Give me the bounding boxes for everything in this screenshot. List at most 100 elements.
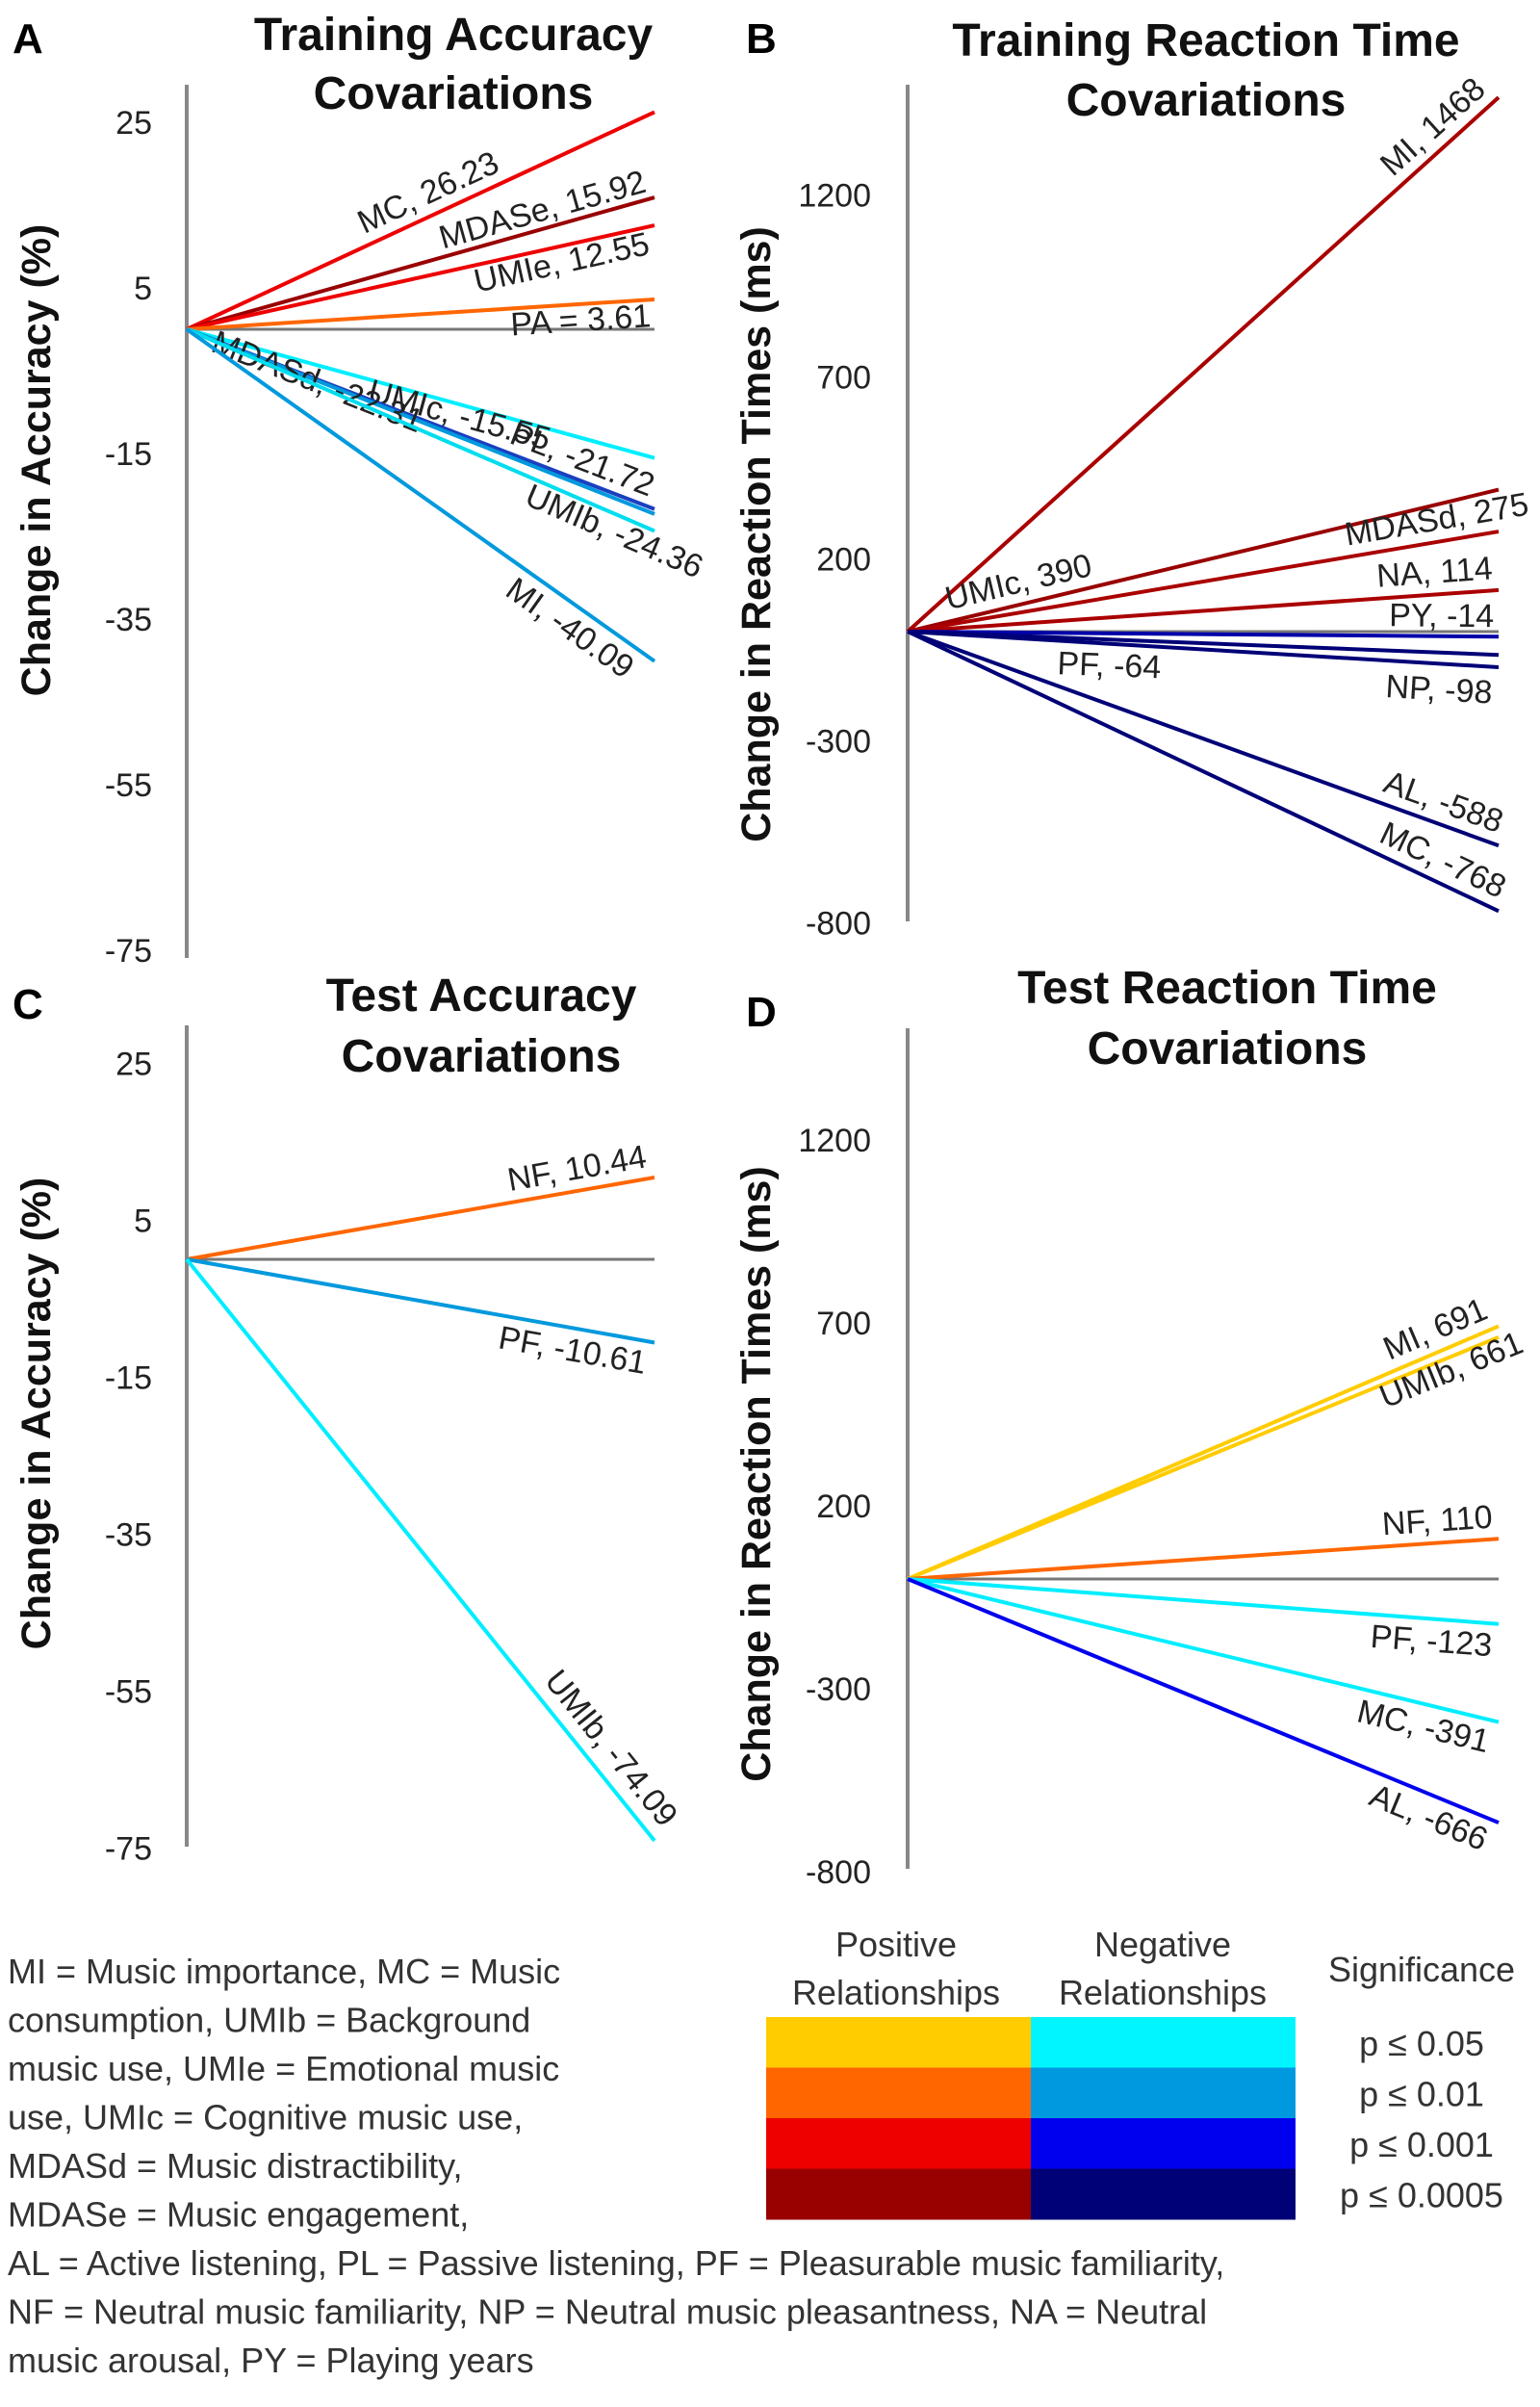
abbreviation-line: MDASd = Music distractibility, (8, 2146, 462, 2186)
panel-letter: B (746, 15, 777, 63)
series-line-mc (186, 110, 655, 331)
significance-level: p ≤ 0.05 (1359, 2024, 1484, 2063)
y-tick-label: 200 (816, 1488, 871, 1525)
y-tick-label: -300 (806, 1671, 871, 1708)
negative-header: Negative (1094, 1925, 1231, 1964)
series-line-umic (907, 487, 1500, 634)
data-label-mi: MI, 1468 (1373, 70, 1493, 183)
series-line-mdasd (907, 530, 1500, 634)
panel-d: D Test Reaction Time Covariations Change in… (733, 963, 1528, 1891)
abbreviation-line: NF = Neutral music familiarity, NP = Neu… (8, 2292, 1207, 2332)
data-label-na: NA, 114 (1375, 550, 1494, 594)
data-label-umib: UMIb, -74.09 (537, 1663, 684, 1833)
panel-title: Covariations (1088, 1023, 1368, 1074)
panel-title: Test Accuracy (326, 971, 637, 1022)
series-line-umib (186, 327, 655, 533)
positive-swatch (766, 2017, 1031, 2068)
data-label-pf: PF, -64 (1057, 645, 1162, 686)
series-line-nf (907, 1537, 1500, 1581)
y-axis-label: Change in Accuracy (%) (13, 224, 60, 697)
panel-letter: C (13, 981, 43, 1028)
series-line-mdase (186, 195, 655, 331)
y-tick-label: 25 (116, 1046, 152, 1082)
panel-b: B Training Reaction Time Covariations Chang… (733, 15, 1531, 942)
positive-swatch (766, 2067, 1031, 2119)
negative-swatch (1031, 2168, 1296, 2220)
panel-c: C Test Accuracy Covariations Change in Accu… (13, 971, 684, 1867)
series-line-umie (186, 223, 655, 331)
series-line-pf (186, 1257, 655, 1345)
significance-legend: Positive Relationships Negative Relationshi… (766, 1925, 1515, 2220)
y-tick-label: -75 (105, 933, 152, 970)
panel-title: Covariations (314, 68, 594, 119)
series-line-mc (907, 1577, 1500, 1724)
positive-header: Relationships (792, 1973, 1000, 2012)
data-label-al: AL, -666 (1365, 1777, 1493, 1858)
abbreviation-line: consumption, UMIb = Background (8, 2001, 530, 2040)
significance-level: p ≤ 0.0005 (1340, 2176, 1503, 2215)
panel-letter: D (746, 989, 777, 1036)
abbreviation-line: MDASe = Music engagement, (8, 2195, 469, 2235)
y-tick-label: -55 (105, 1673, 152, 1710)
y-tick-label: -15 (105, 1359, 152, 1396)
negative-swatch (1031, 2118, 1296, 2169)
series-line-py (907, 630, 1500, 639)
panel-title: Training Accuracy (254, 10, 654, 61)
negative-swatch (1031, 2067, 1296, 2119)
y-axis-label: Change in Accuracy (%) (13, 1178, 60, 1650)
series-line-pf (907, 630, 1500, 658)
significance-header: Significance (1328, 1950, 1515, 1989)
positive-swatch (766, 2168, 1031, 2220)
y-axis-label: Change in Reaction Times (ms) (733, 1166, 780, 1782)
abbreviation-line: MI = Music importance, MC = Music (8, 1952, 560, 1991)
abbreviation-line: music use, UMIe = Emotional music (8, 2049, 559, 2088)
negative-header: Relationships (1059, 1973, 1267, 2012)
abbreviation-line: AL = Active listening, PL = Passive list… (8, 2243, 1224, 2283)
y-tick-label: 5 (134, 1203, 152, 1239)
abbreviation-line: music arousal, PY = Playing years (8, 2341, 534, 2380)
y-tick-label: 700 (816, 359, 871, 396)
series-line-al (907, 630, 1500, 848)
positive-header: Positive (835, 1925, 957, 1964)
series-line-al (907, 1577, 1500, 1825)
y-tick-label: -15 (105, 436, 152, 473)
series-line-na (907, 587, 1500, 634)
y-tick-label: 5 (134, 271, 152, 307)
significance-level: p ≤ 0.01 (1359, 2075, 1484, 2114)
y-tick-label: -75 (105, 1830, 152, 1867)
y-tick-label: -55 (105, 767, 152, 804)
data-label-pa: PA = 3.61 (509, 298, 652, 343)
data-label-pf: PF, -123 (1370, 1618, 1494, 1664)
data-label-np: NP, -98 (1385, 668, 1494, 712)
significance-level: p ≤ 0.001 (1349, 2125, 1494, 2164)
y-tick-label: 1200 (798, 1123, 871, 1159)
series-line-pf (907, 1577, 1500, 1626)
y-tick-label: -35 (105, 602, 152, 638)
series-line-mc (907, 630, 1500, 914)
y-tick-label: -800 (806, 1854, 871, 1891)
data-label-nf: NF, 110 (1381, 1499, 1494, 1543)
series-line-mi (906, 95, 1501, 634)
panel-title: Covariations (1066, 75, 1347, 126)
y-tick-label: -300 (806, 723, 871, 760)
y-tick-label: 200 (816, 541, 871, 578)
data-label-py: PY, -14 (1389, 597, 1494, 634)
y-tick-label: -35 (105, 1516, 152, 1553)
series-line-mdasd (186, 327, 655, 516)
abbreviation-line: use, UMIc = Cognitive music use, (8, 2098, 523, 2137)
series-line-pa (186, 297, 655, 331)
negative-swatch (1031, 2017, 1296, 2068)
abbreviation-legend: MI = Music importance, MC = Music consump… (8, 1952, 1224, 2380)
panel-title: Covariations (342, 1031, 622, 1082)
series-line-umic (186, 327, 655, 460)
series-line-umib (185, 1257, 656, 1843)
y-tick-label: 25 (116, 105, 152, 142)
data-label-mi: MI, -40.09 (500, 571, 641, 686)
panel-title: Training Reaction Time (952, 15, 1459, 66)
positive-swatch (766, 2118, 1031, 2169)
panel-letter: A (13, 15, 43, 63)
series-line-np (907, 630, 1500, 670)
series-line-mi (185, 327, 656, 663)
y-tick-label: 1200 (798, 177, 871, 214)
